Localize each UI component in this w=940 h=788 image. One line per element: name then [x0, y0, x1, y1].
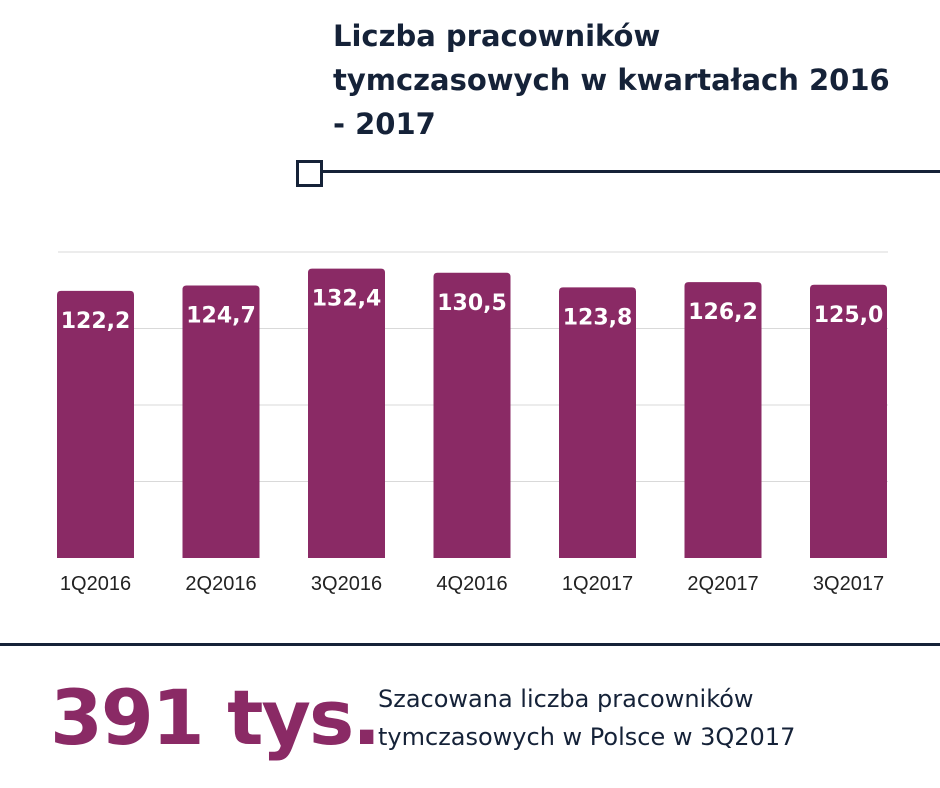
chart-title: Liczba pracowników tymczasowych w kwarta…: [333, 19, 890, 141]
bar-4Q2016: [433, 272, 511, 558]
bar-3Q2016: [308, 268, 385, 558]
decorative-line: [323, 170, 940, 173]
x-tick-label: 1Q2017: [562, 573, 633, 595]
bar-chart: 122,2 1Q2016 124,7 2Q2016 132,4 3Q2016 130,5 4Q…: [57, 251, 888, 595]
x-tick-label: 3Q2016: [311, 573, 382, 595]
summary-description: Szacowana liczba pracowników tymczasowyc…: [378, 685, 796, 751]
bar-value-label: 123,8: [563, 305, 633, 330]
bar-3Q2017: [810, 284, 887, 558]
x-tick-label: 3Q2017: [813, 573, 884, 595]
bar-value-label: 130,5: [437, 291, 507, 316]
bar-value-label: 124,7: [186, 303, 256, 328]
bar-value-label: 125,0: [814, 303, 884, 328]
bar-value-label: 122,2: [61, 309, 131, 334]
bar-value-label: 132,4: [312, 287, 382, 312]
decorative-square: [296, 160, 323, 187]
big-number: 391 tys.: [50, 673, 381, 762]
bar-2Q2016: [182, 285, 260, 558]
x-tick-label: 2Q2017: [687, 573, 758, 595]
bar-1Q2016: [57, 290, 134, 558]
bar-1Q2017: [559, 287, 636, 558]
bar-value-label: 126,2: [688, 300, 758, 325]
bar-2Q2017: [684, 282, 762, 558]
x-tick-label: 2Q2016: [185, 573, 256, 595]
x-tick-label: 4Q2016: [436, 573, 507, 595]
x-tick-label: 1Q2016: [60, 573, 131, 595]
separator-line: [0, 643, 940, 646]
